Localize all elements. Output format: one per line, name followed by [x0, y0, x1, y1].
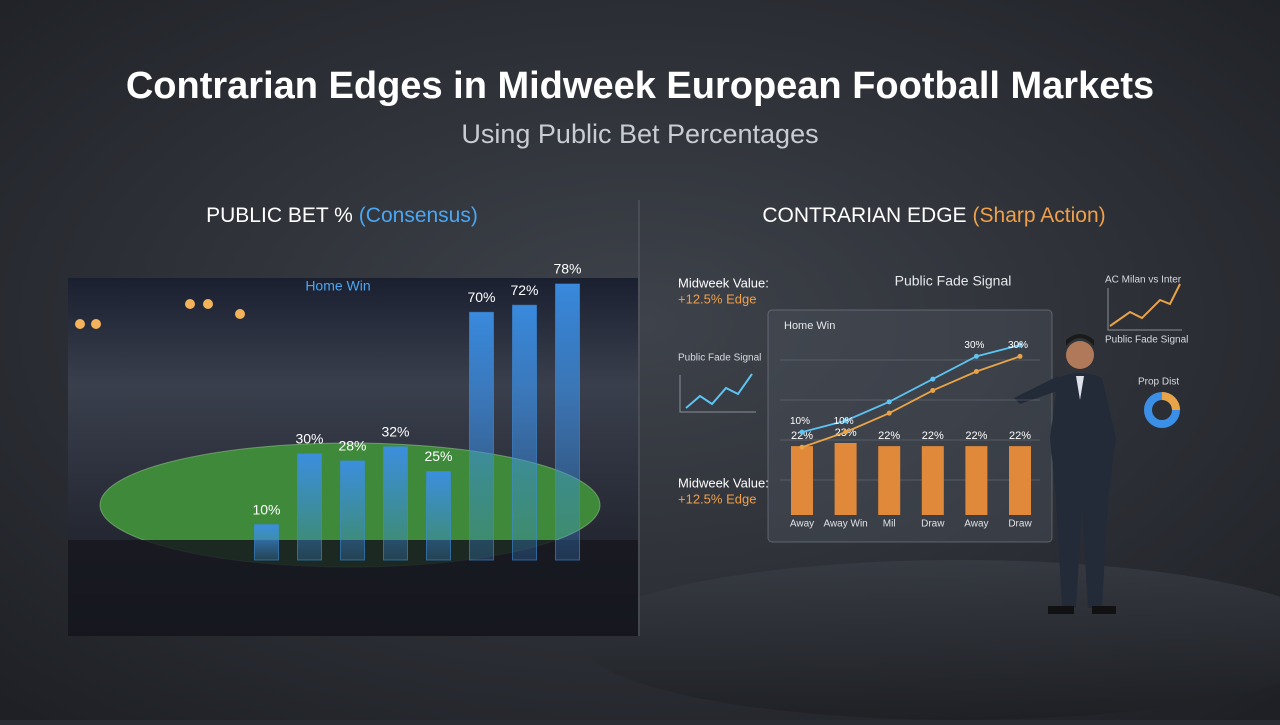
- value-label: 72%: [510, 282, 538, 298]
- callout-text: +12.5% Edge: [678, 491, 756, 506]
- point: [843, 429, 849, 435]
- widget-label: Prop Dist: [1138, 377, 1179, 388]
- point: [973, 369, 979, 375]
- bar: [1009, 446, 1031, 515]
- x-tick-label: Away: [790, 519, 814, 530]
- point: [886, 399, 892, 405]
- match-widget: AC Milan vs Inter Public Fade Signal: [1105, 275, 1188, 346]
- bar: [878, 446, 901, 515]
- value-label: 22%: [791, 430, 813, 442]
- stage-floor: [580, 560, 1280, 720]
- value-label: 10%: [252, 501, 280, 517]
- stadium-image: [68, 278, 638, 636]
- line: [801, 355, 1021, 449]
- point: [799, 429, 805, 435]
- x-tick-label: Draw: [1008, 519, 1032, 530]
- heading-accent: (Consensus): [359, 204, 478, 227]
- bar: [254, 524, 279, 561]
- callouts: Midweek Value: +12.5% Edge Midweek Value…: [678, 275, 769, 506]
- sparkline-widget: Public Fade Signal: [678, 353, 761, 413]
- point: [973, 353, 979, 359]
- bar: [469, 311, 494, 561]
- panel-heading: CONTRARIAN EDGE (Sharp Action): [762, 204, 1105, 227]
- value-label: 22%: [878, 430, 900, 442]
- value-label: 10%: [790, 416, 810, 427]
- subtitle: Using Public Bet Percentages: [461, 119, 818, 149]
- x-tick-label: Draw: [921, 519, 945, 530]
- heading-main: PUBLIC BET %: [206, 204, 353, 227]
- value-label: 32%: [381, 423, 409, 439]
- x-tick-label: Away: [964, 519, 988, 530]
- callout-text: +12.5% Edge: [678, 291, 756, 306]
- value-label: 30%: [295, 431, 323, 447]
- widget-label: Public Fade Signal: [1105, 335, 1188, 346]
- value-label: 78%: [553, 261, 581, 277]
- value-label: 30%: [1008, 340, 1028, 351]
- bar: [921, 446, 944, 515]
- heading-accent: (Sharp Action): [973, 204, 1106, 227]
- title: Contrarian Edges in Midweek European Foo…: [126, 65, 1154, 107]
- widget-label: Public Fade Signal: [678, 353, 761, 364]
- point: [1017, 342, 1023, 348]
- value-label: 28%: [338, 438, 366, 454]
- point: [1017, 353, 1023, 359]
- bar: [340, 460, 365, 561]
- x-tick-label: Mil: [883, 519, 896, 530]
- presenter: [1014, 334, 1116, 614]
- donut-widget: Prop Dist: [1138, 377, 1180, 428]
- chart-subtitle: Home Win: [784, 320, 835, 332]
- point: [843, 418, 849, 424]
- chart-title: Public Fade Signal: [895, 273, 1012, 289]
- callout-title: Midweek Value:: [678, 475, 769, 490]
- bar: [426, 471, 451, 561]
- bar: [555, 283, 580, 561]
- value-label: 22%: [1009, 430, 1031, 442]
- annotation: Home Win: [305, 278, 370, 294]
- value-label: 22%: [922, 430, 944, 442]
- value-label: 22%: [965, 430, 987, 442]
- value-label: 10%: [834, 416, 854, 427]
- donut-segment: [1161, 392, 1180, 411]
- point: [799, 444, 805, 450]
- panel-heading: PUBLIC BET % (Consensus): [206, 204, 478, 227]
- point: [930, 376, 936, 382]
- bar: [791, 446, 813, 515]
- point: [886, 410, 892, 416]
- x-tick-label: Away Win: [823, 519, 867, 530]
- bar: [834, 443, 857, 515]
- line: [801, 344, 1021, 433]
- value-label: 70%: [467, 289, 495, 305]
- heading-main: CONTRARIAN EDGE: [762, 204, 966, 227]
- value-label: 30%: [964, 340, 984, 351]
- bar: [512, 304, 537, 561]
- widget-label: AC Milan vs Inter: [1105, 275, 1182, 286]
- callout-title: Midweek Value:: [678, 275, 769, 290]
- bar: [383, 446, 408, 561]
- bar: [297, 453, 322, 561]
- point: [930, 387, 936, 393]
- floodlights: [75, 299, 245, 329]
- bar: [965, 446, 988, 515]
- value-label: 25%: [424, 448, 452, 464]
